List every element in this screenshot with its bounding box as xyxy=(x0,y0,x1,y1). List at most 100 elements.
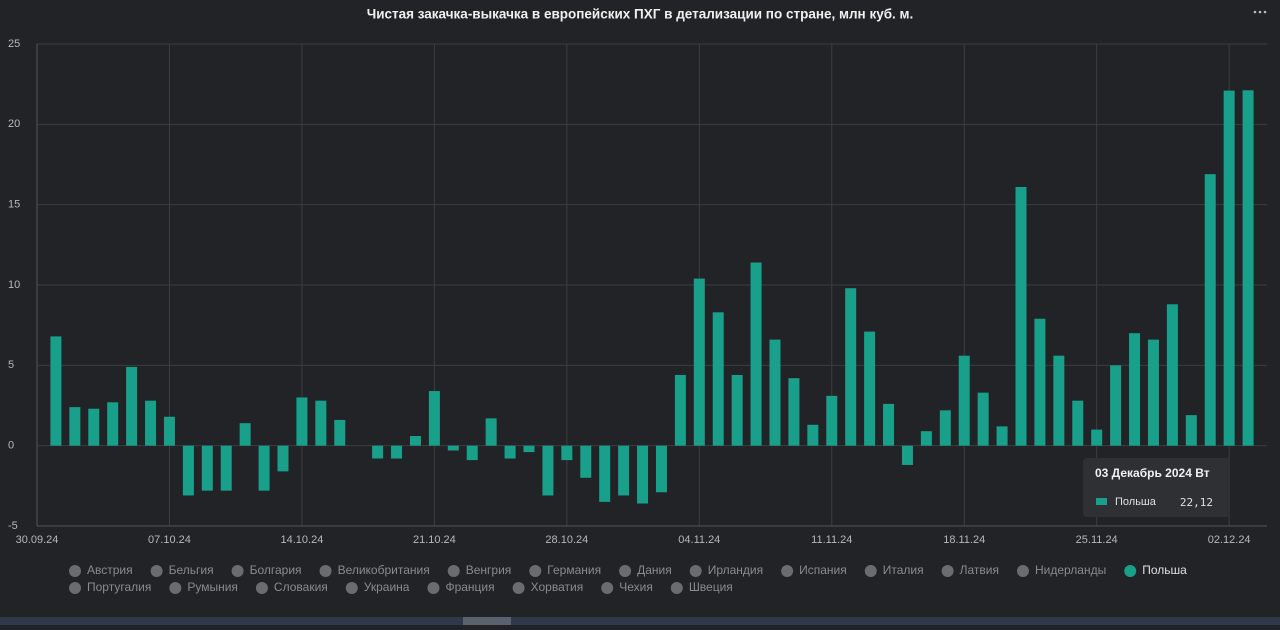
legend-item[interactable]: Словакия xyxy=(255,580,328,594)
legend-item[interactable]: Австрия xyxy=(69,563,133,577)
legend-item[interactable]: Франция xyxy=(427,580,495,594)
y-tick-label: -5 xyxy=(8,520,18,532)
legend-item[interactable]: Польша xyxy=(1124,563,1187,577)
legend-item[interactable]: Латвия xyxy=(941,563,999,577)
bar xyxy=(88,408,100,446)
y-tick-label: 5 xyxy=(8,359,14,371)
legend-label: Латвия xyxy=(960,563,999,577)
x-tick-label: 18.11.24 xyxy=(943,534,985,546)
legend-label: Болгария xyxy=(250,563,302,577)
bar xyxy=(693,278,705,446)
tooltip-marker xyxy=(1096,498,1107,505)
legend-item[interactable]: Болгария xyxy=(231,563,302,577)
legend-item[interactable]: Германия xyxy=(529,563,601,577)
scroll-thumb xyxy=(463,617,511,625)
legend-item[interactable]: Украина xyxy=(345,580,410,594)
y-tick-label: 15 xyxy=(8,199,20,211)
bar xyxy=(182,445,194,496)
bar xyxy=(599,445,611,502)
bar xyxy=(428,391,440,446)
chart-title: Чистая закачка-выкачка в европейских ПХГ… xyxy=(367,7,914,22)
bar xyxy=(883,403,895,446)
bar xyxy=(504,445,516,459)
legend-item[interactable]: Бельгия xyxy=(150,563,214,577)
bar xyxy=(1147,339,1159,446)
legend-item[interactable]: Португалия xyxy=(69,580,151,594)
legend-label: Великобритания xyxy=(338,563,430,577)
legend-marker xyxy=(864,565,877,577)
legend-item[interactable]: Ирландия xyxy=(689,563,763,577)
legend-item[interactable]: Испания xyxy=(781,563,847,577)
bar xyxy=(1034,318,1046,446)
bar xyxy=(258,445,270,491)
bar xyxy=(542,445,554,496)
legend-item[interactable]: Дания xyxy=(619,563,672,577)
y-tick-label: 0 xyxy=(8,440,14,452)
bar xyxy=(731,374,743,446)
menu-icon[interactable] xyxy=(1253,10,1267,14)
legend-label: Ирландия xyxy=(708,563,763,577)
x-tick-label: 04.11.24 xyxy=(678,534,720,546)
legend-item[interactable]: Италия xyxy=(864,563,924,577)
bar xyxy=(901,445,913,465)
x-tick-label: 21.10.24 xyxy=(413,534,456,546)
legend-label: Нидерланды xyxy=(1035,563,1106,577)
legend-label: Австрия xyxy=(87,563,133,577)
bar xyxy=(201,445,213,491)
legend-label: Хорватия xyxy=(531,580,584,594)
legend-item[interactable]: Нидерланды xyxy=(1016,563,1106,577)
bar xyxy=(523,445,535,453)
x-tick-label: 25.11.24 xyxy=(1076,534,1118,546)
legend-label: Франция xyxy=(445,580,494,594)
legend-item[interactable]: Чехия xyxy=(601,580,653,594)
legend-marker xyxy=(69,565,81,577)
bar xyxy=(466,445,478,461)
bar xyxy=(618,445,630,496)
bar xyxy=(485,418,497,446)
bar xyxy=(447,445,459,451)
legend-marker xyxy=(601,582,614,594)
bar xyxy=(50,336,62,446)
legend-marker xyxy=(619,565,632,577)
tooltip-series: Польша xyxy=(1115,496,1157,508)
legend-item[interactable]: Венгрия xyxy=(447,563,512,577)
legend-item[interactable]: Хорватия xyxy=(512,580,584,594)
legend-marker xyxy=(231,565,244,577)
bar xyxy=(561,445,573,461)
bar xyxy=(1223,90,1235,446)
legend-label: Швеция xyxy=(689,580,733,594)
legend-marker xyxy=(427,582,440,594)
bar xyxy=(939,410,951,446)
x-tick-label: 14.10.24 xyxy=(281,534,324,546)
legend-marker xyxy=(319,565,332,577)
legend-item[interactable]: Великобритания xyxy=(319,563,430,577)
x-tick-label: 30.09.24 xyxy=(16,534,59,546)
legend-marker xyxy=(1016,565,1029,577)
x-tick-label: 07.10.24 xyxy=(148,534,191,546)
legend-marker xyxy=(345,582,358,594)
legend-marker xyxy=(689,565,702,577)
bar xyxy=(239,423,251,446)
tooltip-box xyxy=(1083,458,1230,517)
bar xyxy=(637,445,649,504)
bar xyxy=(296,397,308,446)
x-tick-label: 28.10.24 xyxy=(545,534,588,546)
legend-item[interactable]: Румыния xyxy=(169,580,238,594)
x-tick-label: 02.12.24 xyxy=(1208,534,1251,546)
bar xyxy=(69,407,81,446)
legend-item[interactable]: Швеция xyxy=(670,580,733,594)
legend-label: Украина xyxy=(364,580,410,594)
x-tick-label: 11.11.24 xyxy=(811,534,852,546)
tooltip: 03 Декабрь 2024 Вт Польша 22,12 xyxy=(1083,458,1230,517)
y-tick-label: 25 xyxy=(8,38,20,50)
legend-marker xyxy=(529,565,542,577)
legend-marker xyxy=(255,582,268,594)
bar xyxy=(163,416,175,446)
bar xyxy=(1242,90,1254,446)
bar xyxy=(1072,400,1084,446)
bar xyxy=(826,395,838,446)
legend-marker xyxy=(670,582,683,594)
bar xyxy=(126,366,138,446)
